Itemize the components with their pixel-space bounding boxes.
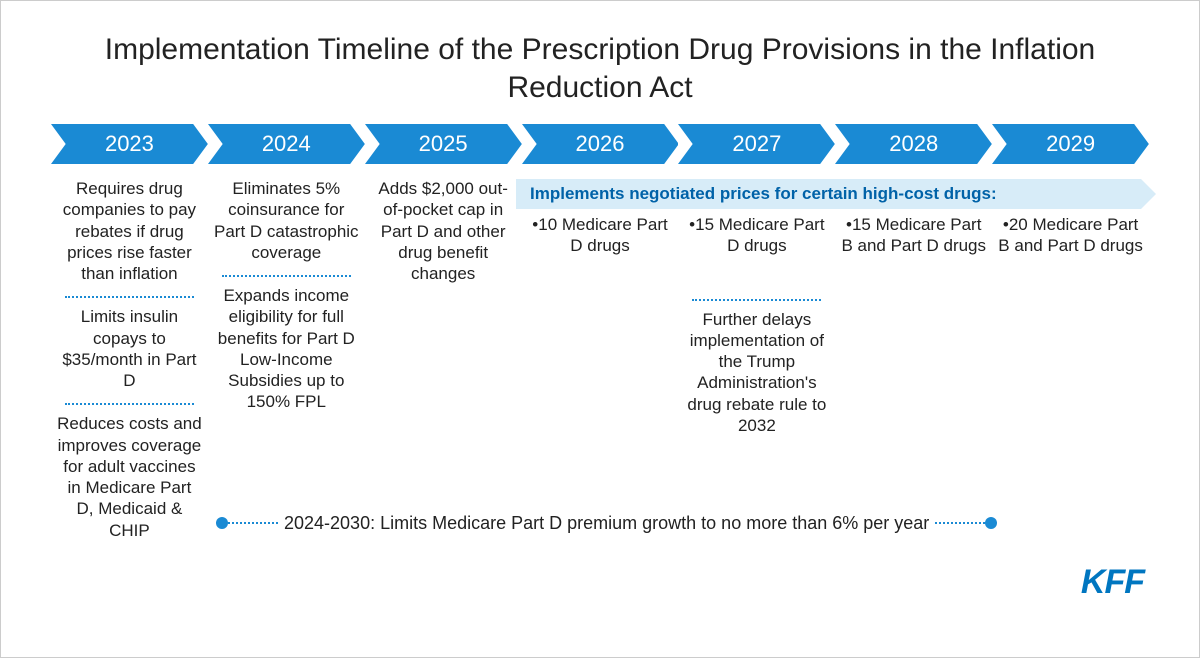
divider [65, 403, 194, 405]
col-2028: •15 Medicare Part B and Part D drugs [835, 174, 992, 549]
col-2029-bullet: •20 Medicare Part B and Part D drugs [998, 210, 1143, 265]
year-label: 2025 [419, 131, 468, 157]
year-label: 2026 [576, 131, 625, 157]
year-arrow-2026: 2026 [522, 124, 679, 164]
year-arrow-2029: 2029 [992, 124, 1149, 164]
col-2023-item-1: Requires drug companies to pay rebates i… [57, 174, 202, 292]
col-2026: •10 Medicare Part D drugs [522, 174, 679, 549]
year-label: 2029 [1046, 131, 1095, 157]
footer-text: 2024-2030: Limits Medicare Part D premiu… [278, 513, 935, 534]
dot-icon [985, 517, 997, 529]
footer-premium-growth: 2024-2030: Limits Medicare Part D premiu… [216, 511, 1064, 535]
negotiated-prices-banner: Implements negotiated prices for certain… [516, 179, 1156, 209]
col-2023-item-3: Reduces costs and improves coverage for … [57, 409, 202, 549]
year-arrow-2023: 2023 [51, 124, 208, 164]
divider [222, 275, 351, 277]
col-2026-bullet: •10 Medicare Part D drugs [528, 210, 673, 265]
divider [65, 296, 194, 298]
page-title: Implementation Timeline of the Prescript… [51, 31, 1149, 106]
timeline-columns: Requires drug companies to pay rebates i… [51, 174, 1149, 549]
dotted-line [935, 522, 985, 524]
col-2029: •20 Medicare Part B and Part D drugs [992, 174, 1149, 549]
year-arrow-2024: 2024 [208, 124, 365, 164]
year-label: 2024 [262, 131, 311, 157]
col-2023-item-2: Limits insulin copays to $35/month in Pa… [57, 302, 202, 399]
year-label: 2028 [889, 131, 938, 157]
timeline-arrows: 2023 2024 2025 2026 2027 2028 2029 [51, 124, 1149, 164]
col-2028-bullet: •15 Medicare Part B and Part D drugs [841, 210, 986, 265]
year-label: 2023 [105, 131, 154, 157]
year-arrow-2028: 2028 [835, 124, 992, 164]
divider [692, 299, 821, 301]
col-2025-item-1: Adds $2,000 out-of-pocket cap in Part D … [371, 174, 516, 292]
col-2025: Adds $2,000 out-of-pocket cap in Part D … [365, 174, 522, 549]
col-2027-bullet: •15 Medicare Part D drugs [684, 210, 829, 265]
year-arrow-2027: 2027 [678, 124, 835, 164]
dot-icon [216, 517, 228, 529]
negotiated-banner-text: Implements negotiated prices for certain… [530, 184, 997, 204]
kff-logo: KFF [1081, 563, 1144, 602]
col-2023: Requires drug companies to pay rebates i… [51, 174, 208, 549]
col-2027-item-2: Further delays implementation of the Tru… [684, 305, 829, 445]
col-2024-item-2: Expands income eligibility for full bene… [214, 281, 359, 421]
col-2024-item-1: Eliminates 5% coinsurance for Part D cat… [214, 174, 359, 271]
year-arrow-2025: 2025 [365, 124, 522, 164]
col-2024: Eliminates 5% coinsurance for Part D cat… [208, 174, 365, 549]
dotted-line [228, 522, 278, 524]
col-2027: •15 Medicare Part D drugs Further delays… [678, 174, 835, 549]
year-label: 2027 [732, 131, 781, 157]
